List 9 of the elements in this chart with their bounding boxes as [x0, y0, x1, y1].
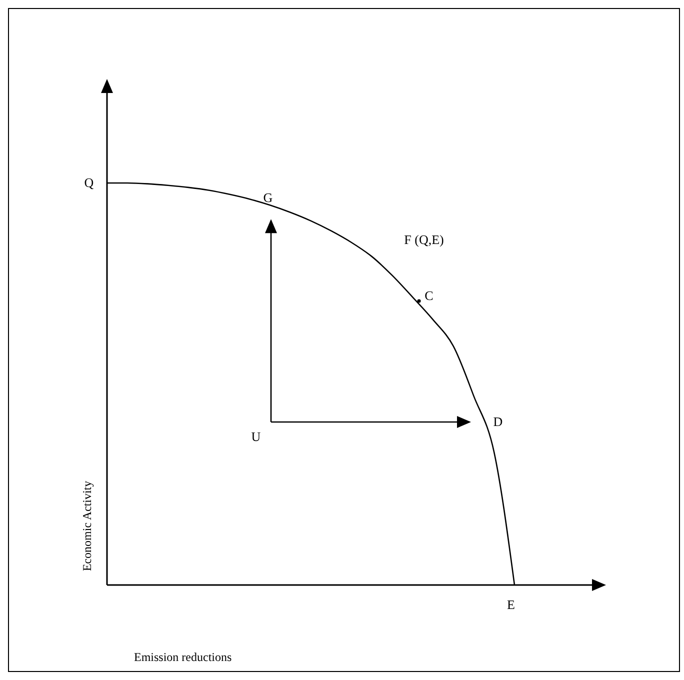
annotation: D [493, 414, 503, 429]
y-axis-title: Economic Activity [80, 480, 94, 572]
text: E [507, 597, 516, 612]
annotation: U [251, 429, 262, 444]
text: Q [84, 175, 94, 190]
text: Emission reductions [134, 650, 232, 664]
annotation: G [263, 190, 273, 205]
annotation: C [424, 288, 434, 303]
annotation: F (Q,E) [404, 232, 444, 247]
